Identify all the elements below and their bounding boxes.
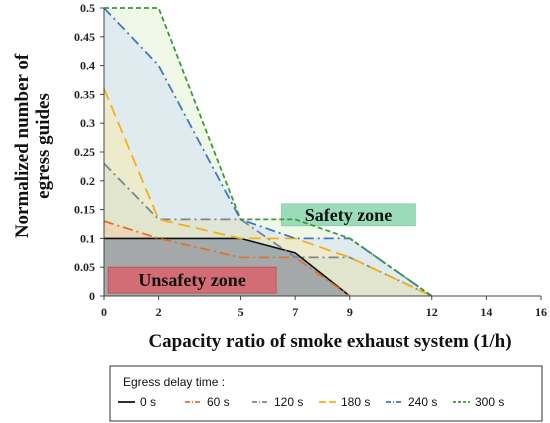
unsafety-zone-box: [107, 266, 277, 294]
y-tick-label: 0.5: [80, 1, 95, 15]
safety-zone-box: [281, 203, 416, 227]
x-tick-label: 14: [480, 305, 492, 319]
x-tick-label: 12: [426, 305, 438, 319]
unsafety-zone-label: Unsafety zone: [138, 270, 245, 290]
y-tick-label: 0.1: [80, 231, 95, 245]
y-axis-title-line1: Normalized number of: [12, 53, 33, 238]
y-tick-label: 0.15: [74, 203, 95, 217]
x-tick-label: 7: [292, 305, 298, 319]
legend-label: 0 s: [140, 395, 156, 409]
series-lines: [103, 7, 433, 297]
line-120s: [103, 162, 433, 297]
y-tick-label: 0.35: [74, 87, 95, 101]
y-tick-label: 0.2: [80, 174, 95, 188]
y-tick-label: 0.25: [74, 145, 95, 159]
line-180s: [103, 88, 433, 297]
legend-label: 240 s: [408, 395, 437, 409]
x-tick-label: 5: [238, 305, 244, 319]
y-axis-title: Normalized number ofegress guides: [12, 53, 54, 238]
axes: [100, 7, 542, 300]
zone-annotations: Safety zone Unsafety zone: [107, 203, 416, 294]
line-60s: [103, 220, 351, 297]
line-300s: [104, 7, 433, 297]
legend-label: 60 s: [207, 395, 230, 409]
legend-box: [109, 365, 543, 422]
legend-label: 120 s: [274, 395, 303, 409]
safety-zone-label: Safety zone: [305, 205, 392, 225]
tick-labels: 0 2 5 7 9 12 14 16 0 0.05 0.1 0.15 0.2 0.25 0.3 0.35 0.4…: [74, 1, 547, 319]
legend-items: 0 s 60 s 120 s 180 s 240 s 300 s: [118, 395, 504, 409]
x-axis-title: Capacity ratio of smoke exhaust system (…: [148, 331, 511, 352]
legend-label: 300 s: [475, 395, 504, 409]
legend-label: 180 s: [341, 395, 370, 409]
y-tick-label: 0: [89, 289, 95, 303]
x-tick-label: 0: [101, 305, 107, 319]
y-tick-label: 0.3: [80, 116, 95, 130]
y-tick-label: 0.4: [80, 59, 95, 73]
x-tick-label: 9: [347, 305, 353, 319]
y-axis-title-line2: egress guides: [33, 93, 54, 199]
y-tick-label: 0.05: [74, 260, 95, 274]
x-tick-label: 16: [535, 305, 547, 319]
x-tick-label: 2: [156, 305, 162, 319]
series-areas: [104, 8, 432, 296]
legend-title: Egress delay time :: [123, 375, 225, 389]
y-tick-label: 0.45: [74, 30, 95, 44]
legend: Egress delay time : 0 s 60 s 120 s 180 s 240…: [109, 365, 543, 422]
